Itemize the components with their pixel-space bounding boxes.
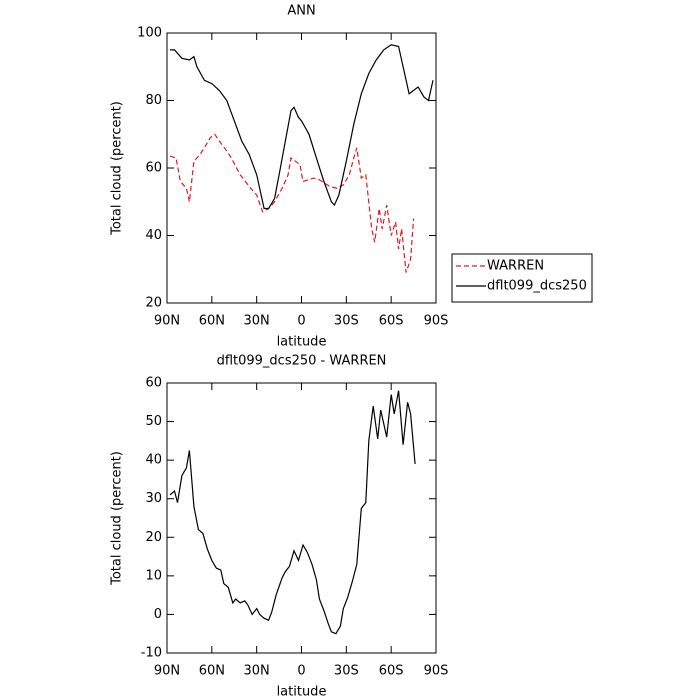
plot-frame [166, 382, 437, 654]
chart-title: dflt099_dcs250 - WARREN [217, 354, 387, 369]
y-tick-label: 80 [145, 93, 162, 108]
x-tick-label: 30S [334, 664, 359, 679]
x-tick-label: 90S [424, 664, 449, 679]
x-tick-label: 0 [297, 664, 305, 679]
x-tick-label: 30N [244, 664, 270, 679]
x-tick-label: 90N [154, 314, 180, 329]
y-axis-label: Total cloud (percent) [110, 451, 125, 586]
y-tick-label: 40 [145, 228, 162, 243]
x-axis-label: latitude [277, 335, 327, 350]
legend-box [451, 253, 593, 303]
y-tick-label: 100 [137, 26, 162, 41]
x-tick-label: 30S [334, 314, 359, 329]
x-tick-label: 30N [244, 314, 270, 329]
data-line [169, 390, 416, 635]
plot-frame [166, 32, 437, 304]
legend-label: dflt099_dcs250 [487, 279, 587, 294]
x-tick-label: 60N [199, 314, 225, 329]
x-axis-label: latitude [277, 685, 327, 700]
y-tick-label: 20 [145, 296, 162, 311]
data-line [170, 44, 434, 210]
y-tick-label: 40 [145, 453, 162, 468]
y-tick-label: 0 [154, 607, 162, 622]
y-tick-label: 60 [145, 376, 162, 391]
x-tick-label: 0 [297, 314, 305, 329]
y-tick-label: 60 [145, 161, 162, 176]
y-tick-label: 20 [145, 530, 162, 545]
x-tick-label: 60N [199, 664, 225, 679]
x-tick-label: 60S [379, 314, 404, 329]
x-tick-label: 90S [424, 314, 449, 329]
legend-label: WARREN [487, 259, 544, 274]
y-axis-label: Total cloud (percent) [110, 101, 125, 236]
chart-title: ANN [287, 4, 315, 19]
y-tick-label: -10 [141, 646, 162, 661]
y-tick-label: 50 [145, 414, 162, 429]
y-tick-label: 30 [145, 491, 162, 506]
x-tick-label: 60S [379, 664, 404, 679]
data-line [169, 133, 415, 273]
y-tick-label: 10 [145, 568, 162, 583]
x-tick-label: 90N [154, 664, 180, 679]
